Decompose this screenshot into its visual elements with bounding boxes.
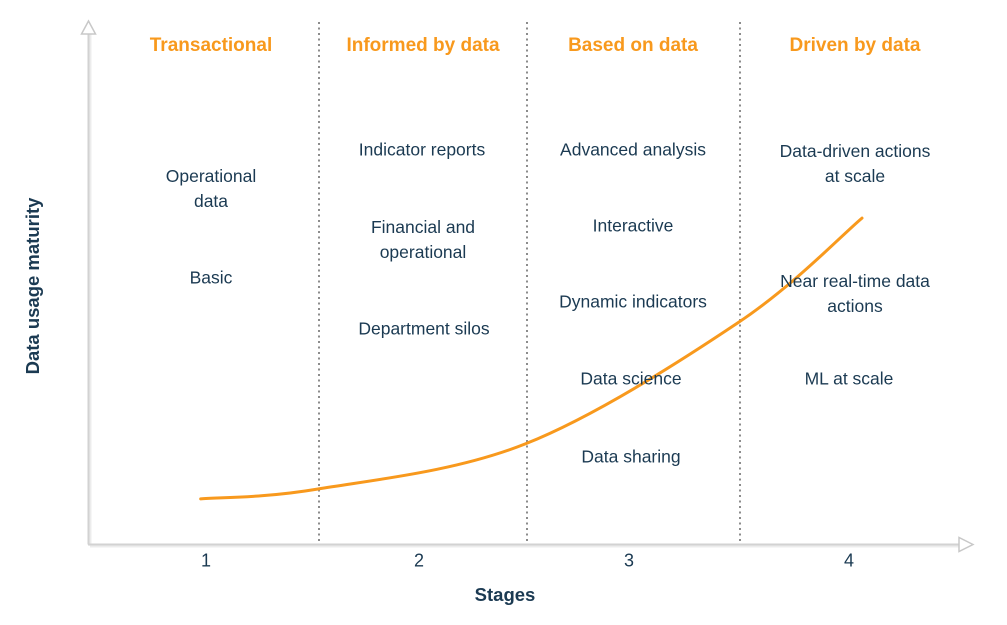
y-axis-title: Data usage maturity	[22, 197, 43, 375]
stage2-item-financial-operational: Financial and operational	[370, 216, 476, 262]
maturity-curve	[199, 216, 864, 501]
x-axis-arrow-icon	[958, 536, 975, 553]
stage3-item-data-science: Data science	[580, 368, 682, 389]
x-axis-title: Stages	[474, 584, 536, 605]
stage3-item-dynamic-indicators: Dynamic indicators	[559, 291, 707, 312]
x-tick-2: 2	[413, 550, 425, 571]
stage-header-transactional: Transactional	[149, 35, 273, 56]
stage-header-based-on-data: Based on data	[568, 35, 698, 56]
stage3-item-data-sharing: Data sharing	[581, 446, 681, 467]
stage1-item-operational-data: Operational data	[165, 165, 257, 211]
x-tick-4: 4	[843, 550, 855, 571]
stage2-item-department-silos: Department silos	[358, 318, 490, 339]
stage1-item-basic: Basic	[189, 267, 233, 288]
stage4-item-near-real-time: Near real-time data actions	[780, 270, 930, 316]
stage-header-informed-by-data: Informed by data	[346, 35, 500, 56]
x-tick-1: 1	[200, 550, 212, 571]
stage4-item-ml-at-scale: ML at scale	[804, 368, 894, 389]
stage3-item-advanced-analysis: Advanced analysis	[560, 139, 706, 160]
stage2-item-indicator-reports: Indicator reports	[358, 139, 486, 160]
y-axis-arrow-icon	[80, 19, 97, 35]
stage3-item-interactive: Interactive	[592, 215, 674, 236]
x-tick-3: 3	[623, 550, 635, 571]
stage4-item-data-driven-actions: Data-driven actions at scale	[779, 140, 931, 186]
stage-header-driven-by-data: Driven by data	[789, 35, 921, 56]
